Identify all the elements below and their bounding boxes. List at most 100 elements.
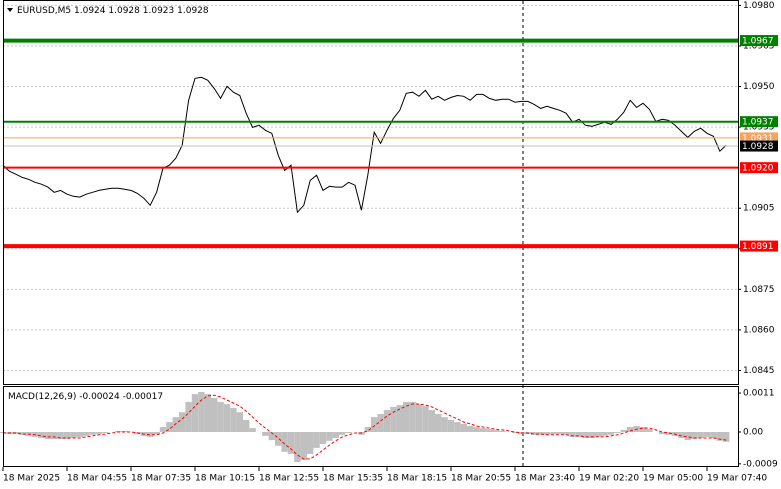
x-tick-label: 18 Mar 10:15	[195, 474, 255, 484]
grid-layer	[3, 4, 738, 371]
histogram-bar	[511, 431, 519, 434]
histogram-bar	[492, 429, 499, 432]
histogram-bar	[281, 431, 288, 452]
histogram-bar	[211, 398, 218, 432]
histogram-bar	[537, 431, 544, 435]
level-label: 1.0891	[742, 242, 774, 252]
histogram-bar	[556, 431, 563, 435]
y-tick-label: 1.0980	[743, 1, 775, 11]
histogram-bar	[723, 431, 730, 442]
level-label: 1.0937	[742, 118, 774, 128]
histogram-bar	[332, 431, 339, 438]
histogram-bar	[479, 428, 487, 432]
histogram-bar	[607, 431, 615, 435]
histogram-bar	[275, 431, 282, 446]
macd-value: -0.00024	[79, 392, 120, 402]
x-tick-label: 18 Mar 12:55	[259, 474, 319, 484]
level-label: 1.0967	[742, 37, 774, 47]
histogram-bar	[223, 404, 231, 432]
histogram-bar	[63, 431, 71, 440]
mark-layer	[0, 38, 738, 463]
histogram-bar	[665, 431, 672, 435]
x-tick-label: 18 Mar 15:35	[323, 474, 383, 484]
histogram-bar	[51, 431, 58, 440]
histogram-bar	[89, 431, 96, 435]
y-tick-label: 1.0935	[743, 123, 775, 133]
macd-header: MACD(12,26,9) -0.00024 -0.00017	[8, 392, 163, 402]
histogram-bar	[409, 401, 416, 432]
histogram-bar	[262, 431, 269, 436]
y-tick-label: 1.0875	[743, 285, 775, 295]
macd-panel	[3, 386, 739, 467]
histogram-bar	[588, 431, 595, 438]
symbol: EURUSD,M5	[17, 6, 71, 16]
histogram-bar	[236, 412, 243, 432]
y-tick-label: 1.0905	[743, 204, 775, 214]
open: 1.0924	[74, 6, 106, 16]
x-tick-label: 18 Mar 07:35	[131, 474, 191, 484]
low: 1.0923	[143, 6, 175, 16]
histogram-bar	[659, 431, 666, 435]
histogram-bar	[166, 422, 173, 432]
histogram-bar	[172, 417, 179, 432]
histogram-bar	[543, 431, 551, 435]
histogram-bar	[575, 431, 583, 437]
histogram-bar	[716, 431, 723, 441]
histogram-bar	[339, 431, 346, 435]
histogram-bar	[57, 431, 64, 440]
level-label-bg	[740, 35, 778, 47]
histogram-bar	[38, 431, 45, 438]
histogram-bar	[307, 431, 314, 454]
histogram-bar	[441, 417, 448, 432]
histogram-bar	[710, 431, 717, 438]
y-tick-label: 1.0950	[743, 82, 775, 92]
x-tick-label: 18 Mar 23:40	[515, 474, 575, 484]
histogram-bar	[198, 392, 205, 432]
histogram-bar	[326, 431, 333, 441]
symbol-header: EURUSD,M5 1.0924 1.0928 1.0923 1.0928	[17, 6, 209, 16]
histogram-bar	[217, 401, 224, 432]
y-tick-label: 1.0860	[743, 325, 775, 335]
histogram-bar	[83, 431, 90, 436]
histogram-bar	[294, 431, 301, 463]
histogram-bar	[403, 401, 410, 432]
histogram-bar	[243, 419, 250, 432]
macd-name: MACD(12,26,9)	[8, 392, 76, 402]
histogram-bar	[595, 431, 602, 437]
histogram-bar	[531, 431, 538, 435]
histogram-bar	[345, 431, 352, 434]
histogram-bar	[70, 431, 77, 438]
x-tick-label: 18 Mar 2025	[3, 474, 60, 484]
histogram-bar	[582, 431, 589, 438]
level-label-bg	[740, 116, 778, 128]
menu-arrow[interactable]	[7, 8, 13, 12]
histogram-bar	[569, 431, 576, 437]
histogram-bar	[371, 417, 378, 432]
level-label: 1.0928	[742, 142, 774, 152]
histogram-bar	[159, 427, 167, 432]
x-tick-label: 18 Mar 20:55	[451, 474, 511, 484]
histogram-bar	[115, 430, 122, 432]
histogram-bar	[473, 427, 480, 432]
x-tick-label: 19 Mar 05:00	[643, 474, 703, 484]
y-tick-label: 0.0011	[743, 389, 775, 399]
histogram-bar	[121, 430, 128, 432]
signal-value: -0.00017	[123, 392, 163, 402]
histogram-bar	[313, 431, 320, 448]
histogram-bar	[646, 429, 653, 432]
histogram-bar	[601, 431, 608, 436]
histogram-bar	[550, 431, 557, 435]
level-label: 1.0920	[742, 164, 774, 174]
level-label: 1.0931	[742, 134, 774, 144]
histogram-bar	[691, 431, 698, 440]
close: 1.0928	[177, 6, 209, 16]
level-label-bg	[740, 162, 778, 174]
high: 1.0928	[108, 6, 140, 16]
histogram-bar	[19, 431, 26, 435]
x-tick-label: 19 Mar 02:20	[579, 474, 639, 484]
histogram-bar	[499, 430, 506, 432]
histogram-bar	[454, 422, 461, 432]
histogram-bar	[467, 425, 474, 432]
y-tick-label: -0.0009	[743, 459, 778, 469]
main-panel	[3, 0, 739, 385]
